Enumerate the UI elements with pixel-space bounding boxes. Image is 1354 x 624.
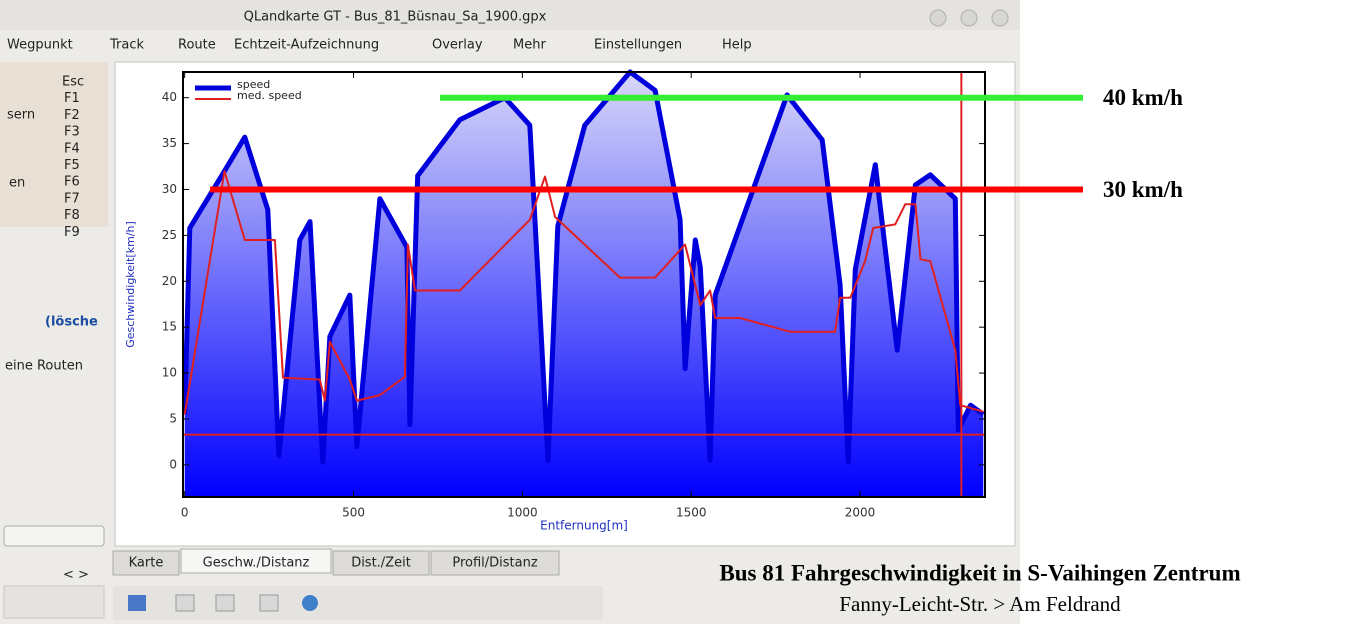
menu-item[interactable]: Overlay [432, 38, 483, 53]
key-label: F8 [64, 208, 80, 223]
sidebar-map-preview [0, 62, 108, 227]
x-tick-label: 0 [181, 506, 189, 520]
legend-label: med. speed [237, 89, 302, 102]
screenshot: QLandkarte GT - Bus_81_Büsnau_Sa_1900.gp… [0, 0, 1354, 624]
tool-icon[interactable] [128, 595, 146, 611]
menu-item[interactable]: Mehr [513, 38, 546, 53]
speed-limit-label: 30 km/h [1103, 177, 1183, 202]
maximize-button[interactable] [961, 10, 977, 26]
tab-label[interactable]: Karte [129, 556, 164, 571]
menu-item[interactable]: Route [178, 38, 216, 53]
nav-arrows[interactable]: < > [63, 568, 89, 583]
caption-subtitle: Fanny-Leicht-Str. > Am Feldrand [839, 592, 1121, 616]
x-tick-label: 500 [342, 506, 365, 520]
combo-box[interactable] [4, 526, 104, 546]
toolbar [113, 586, 603, 620]
tool-icon[interactable] [302, 595, 318, 611]
tab-label[interactable]: Profil/Distanz [452, 556, 538, 571]
speed-limit-label: 40 km/h [1103, 85, 1183, 110]
key-label: Esc [62, 75, 84, 90]
tool-icon[interactable] [216, 595, 234, 611]
window-buttons[interactable] [930, 10, 1008, 26]
y-tick-label: 10 [162, 366, 177, 380]
y-tick-label: 30 [162, 182, 177, 196]
key-label: F1 [64, 91, 80, 106]
sidebar-text: en [9, 176, 25, 191]
delete-link[interactable]: (lösche [45, 315, 98, 330]
sidebar-footer [4, 586, 104, 618]
y-axis-label: Geschwindigkeit[km/h] [124, 221, 137, 348]
x-tick-label: 1000 [507, 506, 538, 520]
menu-item[interactable]: Track [109, 38, 144, 53]
window-title: QLandkarte GT - Bus_81_Büsnau_Sa_1900.gp… [244, 10, 547, 25]
key-label: F3 [64, 125, 80, 140]
key-label: F4 [64, 141, 80, 156]
y-tick-label: 20 [162, 274, 177, 288]
menu-item[interactable]: Wegpunkt [7, 38, 73, 53]
key-label: F9 [64, 225, 80, 240]
y-tick-label: 5 [169, 411, 177, 425]
y-tick-label: 0 [169, 457, 177, 471]
y-tick-label: 25 [162, 228, 177, 242]
x-tick-label: 2000 [845, 506, 876, 520]
minimize-button[interactable] [930, 10, 946, 26]
sidebar-text: sern [7, 108, 35, 123]
tool-icon[interactable] [176, 595, 194, 611]
x-tick-label: 1500 [676, 506, 707, 520]
tab-label[interactable]: Dist./Zeit [351, 556, 411, 571]
y-tick-label: 35 [162, 136, 177, 150]
key-label: F6 [64, 175, 80, 190]
menu-item[interactable]: Echtzeit-Aufzeichnung [234, 38, 379, 53]
y-tick-label: 40 [162, 90, 177, 104]
tab-label[interactable]: Geschw./Distanz [203, 556, 310, 571]
menu-item[interactable]: Einstellungen [594, 38, 682, 53]
key-label: F7 [64, 191, 80, 206]
key-label: F2 [64, 108, 80, 123]
tool-icon[interactable] [260, 595, 278, 611]
x-axis-label: Entfernung[m] [540, 519, 628, 533]
caption-title: Bus 81 Fahrgeschwindigkeit in S-Vaihinge… [719, 560, 1240, 585]
routes-text: eine Routen [5, 359, 83, 374]
close-button[interactable] [992, 10, 1008, 26]
y-tick-label: 15 [162, 320, 177, 334]
menu-item[interactable]: Help [722, 38, 752, 53]
key-label: F5 [64, 158, 80, 173]
